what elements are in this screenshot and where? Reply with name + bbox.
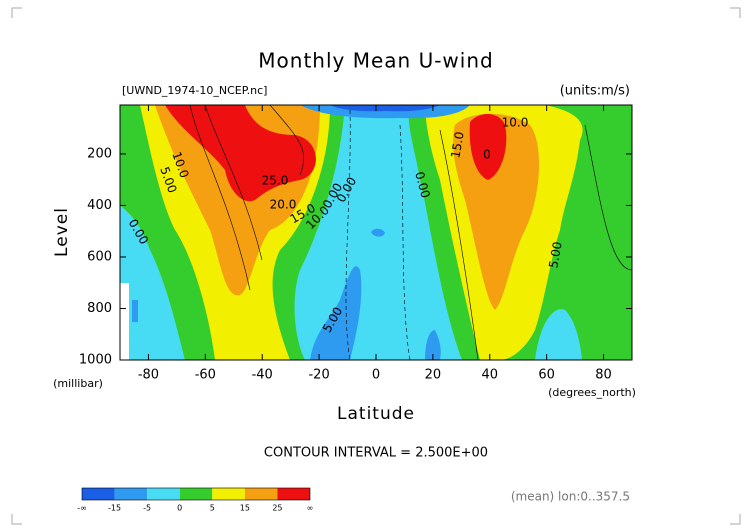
missing-data — [120, 283, 129, 360]
contour-line — [269, 105, 304, 176]
y-axis-units: (millibar) — [53, 377, 103, 390]
contour-line — [189, 105, 251, 291]
colorbar-swatch — [179, 488, 213, 500]
page-corners — [11, 7, 741, 525]
x-tick-label: 60 — [538, 368, 555, 383]
contour-label: 5.00 — [546, 241, 564, 270]
contour-line — [399, 124, 411, 360]
contour-region — [535, 309, 582, 360]
contour-label: 0 — [483, 148, 491, 162]
colorbar-swatch — [147, 488, 180, 500]
chart-title: Monthly Mean U-wind — [258, 49, 493, 73]
corner — [11, 7, 22, 18]
colorbar-swatch — [212, 488, 245, 500]
contour-label: 15.0 — [448, 131, 466, 160]
contour-region — [330, 105, 440, 112]
colorbar-label: 5 — [210, 504, 215, 513]
colorbar-label: -5 — [143, 504, 151, 513]
y-tick-label: 200 — [87, 146, 112, 161]
corner — [11, 514, 22, 525]
footnote: (mean) lon:0..357.5 — [511, 490, 630, 504]
y-axis-title: Level — [52, 207, 72, 257]
colorbar-swatch — [114, 488, 148, 500]
colorbar-swatch — [277, 488, 310, 500]
contour-interval: CONTOUR INTERVAL = 2.500E+00 — [264, 446, 488, 461]
x-tick-label: -60 — [195, 368, 216, 383]
corner — [730, 7, 741, 18]
contour-line — [204, 105, 263, 261]
x-tick-label: 80 — [595, 368, 612, 383]
contour-region — [371, 228, 385, 237]
contour-region — [425, 330, 441, 360]
colorbar-swatch — [82, 488, 115, 500]
contour-label: 25.0 — [262, 174, 289, 188]
colorbar-frame — [81, 487, 311, 501]
contour-region — [132, 300, 138, 322]
contour-label: 20.0 — [270, 198, 297, 212]
colorbar-label: -∞ — [77, 504, 87, 513]
colorbar-label: 15 — [240, 504, 250, 513]
x-tick-label: -80 — [138, 368, 159, 383]
contour-line — [345, 109, 351, 360]
units-label: (units:m/s) — [560, 84, 630, 99]
x-axis-units: (degrees_north) — [548, 386, 636, 399]
y-tick-label: 800 — [87, 301, 112, 316]
x-axis-title: Latitude — [337, 404, 415, 424]
contour-region — [469, 114, 507, 180]
contour-fill — [120, 105, 632, 360]
contour-region — [165, 105, 316, 202]
contour-line — [439, 129, 479, 360]
dataset-label: [UWND_1974-10_NCEP.nc] — [122, 84, 267, 97]
corner — [730, 514, 741, 525]
contour-region — [310, 266, 362, 360]
colorbar-swatch — [244, 488, 278, 500]
x-tick-label: -40 — [252, 368, 273, 383]
x-tick-label: 40 — [482, 368, 499, 383]
colorbar-label: ∞ — [307, 504, 314, 513]
contour-label: 0.00 — [412, 170, 432, 199]
y-tick-label: 600 — [87, 249, 112, 264]
colorbar-label: 25 — [272, 504, 282, 513]
y-tick-label: 1000 — [79, 353, 112, 368]
x-tick-label: 0 — [372, 368, 380, 383]
colorbar-label: 0 — [177, 504, 182, 513]
colorbar-label: -15 — [108, 504, 121, 513]
y-tick-label: 400 — [87, 198, 112, 213]
contour-label: 10.0 — [502, 116, 529, 130]
contour-line — [584, 124, 632, 271]
x-tick-label: -20 — [308, 368, 329, 383]
x-tick-label: 20 — [425, 368, 442, 383]
